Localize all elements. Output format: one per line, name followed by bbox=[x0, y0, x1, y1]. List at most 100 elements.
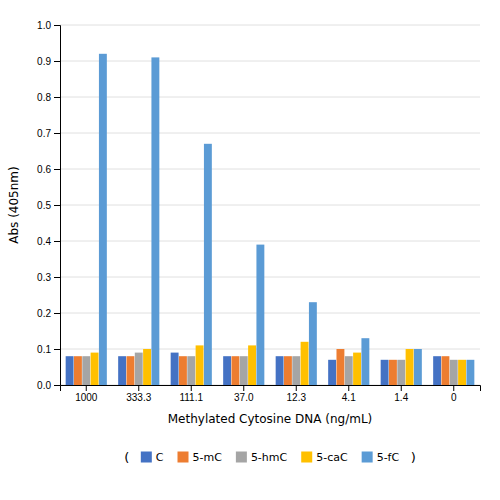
tick: 0.1 bbox=[37, 344, 60, 355]
tick-label: 0.4 bbox=[37, 236, 51, 247]
legend-label: 5-hmC bbox=[251, 451, 288, 464]
tick-label: 0.9 bbox=[37, 56, 51, 67]
tick-label: 0 bbox=[451, 392, 457, 403]
tick-mark bbox=[54, 169, 60, 170]
bar bbox=[433, 356, 441, 385]
tick-mark bbox=[54, 385, 60, 386]
tick: 37.0 bbox=[234, 385, 254, 403]
tick-mark bbox=[453, 385, 454, 391]
legend-swatch bbox=[362, 452, 373, 463]
tick-label: 0.7 bbox=[37, 128, 51, 139]
legend-label: 5-caC bbox=[316, 451, 348, 464]
legend-item: 5-fC bbox=[362, 451, 400, 464]
tick: 0 bbox=[451, 385, 457, 403]
grid-line bbox=[60, 313, 480, 314]
tick-mark bbox=[401, 385, 402, 391]
legend-swatch bbox=[301, 452, 312, 463]
legend-label: C bbox=[156, 451, 164, 464]
grid-line bbox=[60, 169, 480, 170]
x-axis-title: Methylated Cytosine DNA (ng/mL) bbox=[168, 412, 373, 426]
bar bbox=[240, 356, 248, 385]
tick: 1000 bbox=[75, 385, 98, 403]
tick-mark bbox=[54, 277, 60, 278]
tick-mark bbox=[191, 385, 192, 391]
bars bbox=[66, 54, 475, 385]
series bbox=[91, 342, 466, 385]
bar bbox=[328, 360, 336, 385]
bar bbox=[179, 356, 187, 385]
axis-line bbox=[54, 26, 61, 386]
tick: 0.4 bbox=[37, 236, 60, 247]
tick-label: 1000 bbox=[75, 392, 98, 403]
bar bbox=[66, 356, 74, 385]
tick: 333.3 bbox=[126, 385, 151, 403]
tick: 0.7 bbox=[37, 128, 60, 139]
tick-mark bbox=[54, 313, 60, 314]
legend: C 5-mC 5-hmC 5-caC 5-fC bbox=[141, 451, 400, 464]
tick: 0.9 bbox=[37, 56, 60, 67]
tick-mark bbox=[86, 385, 87, 391]
tick: 1.4 bbox=[394, 385, 408, 403]
legend-swatch bbox=[236, 452, 247, 463]
bar bbox=[99, 54, 107, 385]
grid bbox=[60, 25, 480, 385]
series bbox=[99, 54, 474, 385]
bar bbox=[256, 245, 264, 385]
bar bbox=[135, 353, 143, 385]
tick-label: 0.0 bbox=[37, 380, 51, 391]
tick: 0.5 bbox=[37, 200, 60, 211]
tick-label: 333.3 bbox=[126, 392, 151, 403]
grid-line bbox=[60, 205, 480, 206]
axis-line bbox=[61, 386, 481, 392]
tick-mark bbox=[54, 241, 60, 242]
tick-mark bbox=[138, 385, 139, 391]
tick-label: 12.3 bbox=[287, 392, 307, 403]
tick: 111.1 bbox=[179, 385, 203, 403]
series bbox=[82, 353, 457, 385]
bar bbox=[82, 356, 90, 385]
tick-mark bbox=[54, 97, 60, 98]
tick: 4.1 bbox=[342, 385, 356, 403]
tick: 0.2 bbox=[37, 308, 60, 319]
y-axis-title: Abs (405nm) bbox=[7, 166, 21, 243]
bar bbox=[458, 360, 466, 385]
grid-line bbox=[60, 97, 480, 98]
tick-label: 0.8 bbox=[37, 92, 51, 103]
legend-label: 5-fC bbox=[377, 451, 400, 464]
tick: 1.0 bbox=[37, 20, 60, 31]
tick: 0.6 bbox=[37, 164, 60, 175]
plot: 0.0 0.1 0.2 0.3 0.4 0.5 0.6 0.7 0.8 0.9 1.0 1000 333… bbox=[7, 20, 481, 426]
bar bbox=[276, 356, 284, 385]
grid-line bbox=[60, 25, 480, 26]
bar bbox=[301, 342, 309, 385]
bar bbox=[414, 349, 422, 385]
legend-item: 5-mC bbox=[178, 451, 223, 464]
legend-swatch bbox=[141, 452, 152, 463]
bar bbox=[143, 349, 151, 385]
legend-item: 5-caC bbox=[301, 451, 348, 464]
bar bbox=[336, 349, 344, 385]
grid-line bbox=[60, 277, 480, 278]
annotation: ( bbox=[124, 450, 129, 465]
bar bbox=[353, 353, 361, 385]
tick-mark bbox=[54, 133, 60, 134]
bar bbox=[284, 356, 292, 385]
legend-swatch bbox=[178, 452, 189, 463]
tick-mark bbox=[54, 61, 60, 62]
tick-label: 111.1 bbox=[179, 392, 203, 403]
bar bbox=[309, 302, 317, 385]
bar bbox=[196, 345, 204, 385]
x-axis: 1000 333.3 111.1 37.0 12.3 4.1 1.4 0 bbox=[61, 385, 481, 403]
tick-mark bbox=[54, 25, 60, 26]
tick-label: 1.4 bbox=[394, 392, 408, 403]
tick-mark bbox=[348, 385, 349, 391]
tick: 12.3 bbox=[287, 385, 307, 403]
tick-mark bbox=[296, 385, 297, 391]
bar bbox=[74, 356, 82, 385]
bar bbox=[406, 349, 414, 385]
bar bbox=[126, 356, 134, 385]
tick: 0.8 bbox=[37, 92, 60, 103]
tick-label: 0.3 bbox=[37, 272, 51, 283]
bar bbox=[381, 360, 389, 385]
grid-line bbox=[60, 133, 480, 134]
